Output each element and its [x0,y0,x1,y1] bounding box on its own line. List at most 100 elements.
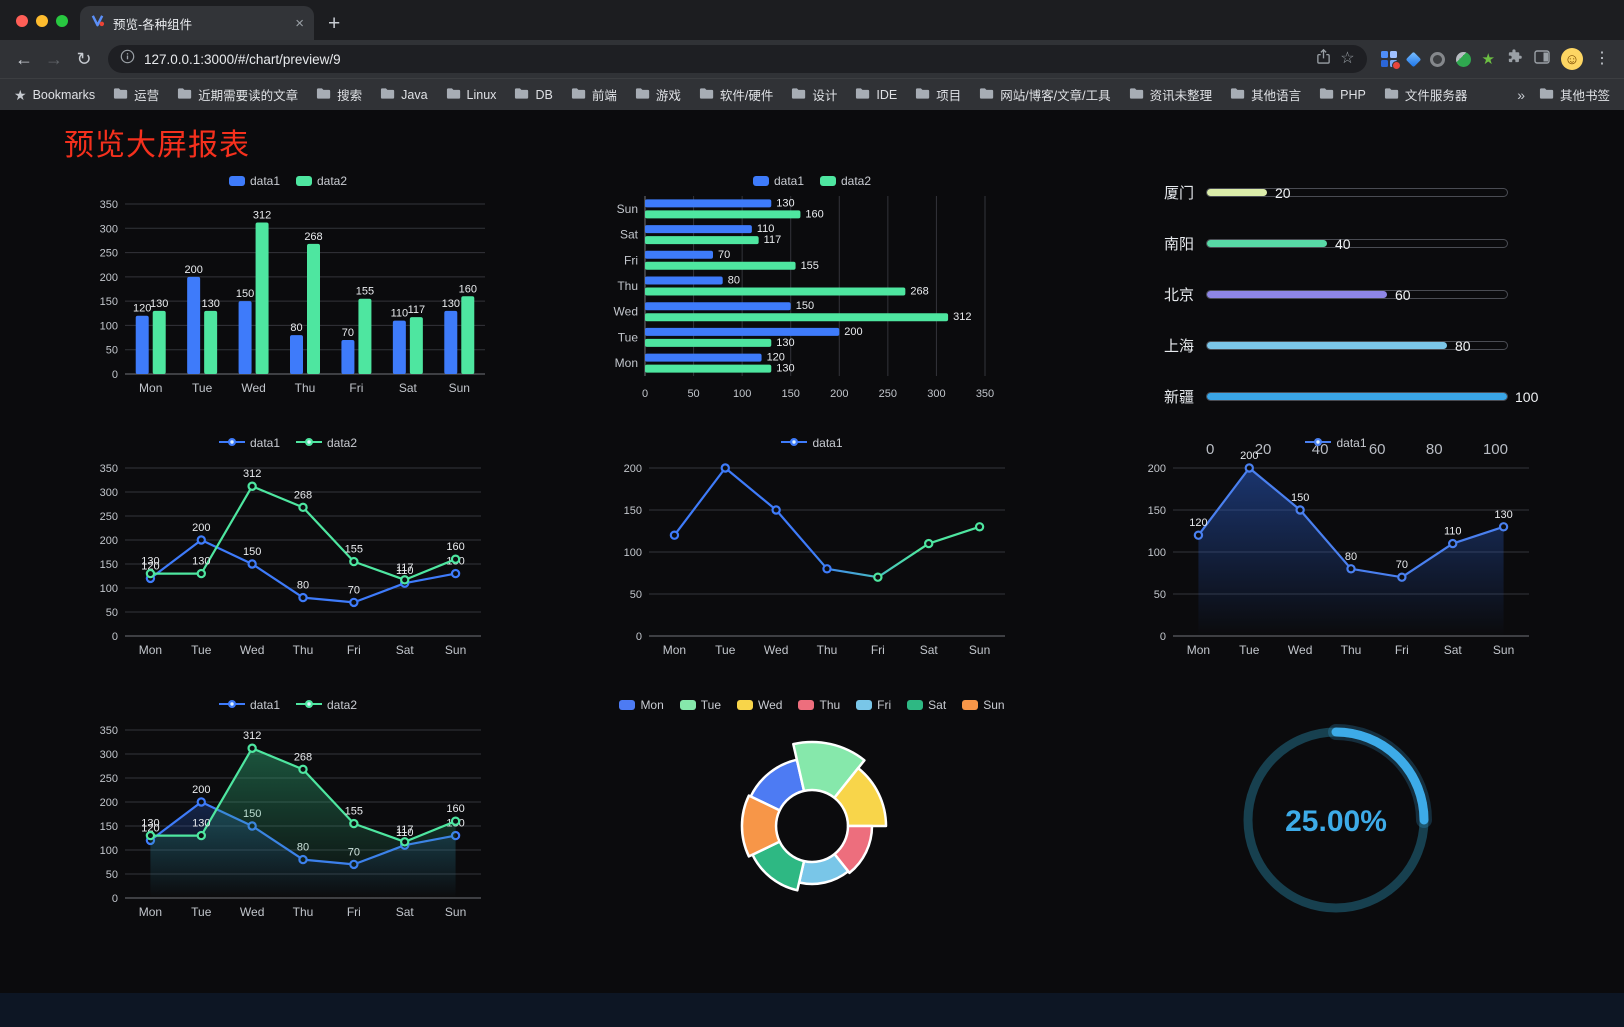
extension-icon-grid[interactable] [1380,51,1401,70]
bookmarks-lead-label: Bookmarks [32,87,96,102]
extension-icon-star[interactable]: ★ [1481,50,1495,68]
svg-text:268: 268 [910,286,928,298]
other-bookmarks-item[interactable]: 其他书签 [1539,85,1610,104]
bookmark-folder-item[interactable]: 游戏 [635,85,681,104]
svg-text:Mon: Mon [663,643,686,657]
bookmark-folder-item[interactable]: 搜索 [316,85,362,104]
svg-text:100: 100 [100,845,118,857]
legend-label: data1 [249,174,280,188]
bookmark-folder-item[interactable]: DB [514,85,553,104]
svg-text:Sat: Sat [920,643,939,657]
svg-text:70: 70 [1396,559,1408,571]
svg-text:300: 300 [100,749,118,761]
legend-item-data2[interactable]: data2 [296,174,347,188]
bookmark-folder-label: 游戏 [655,89,681,103]
bookmark-folder-item[interactable]: 网站/博客/文章/工具 [979,85,1111,104]
extension-icon-ring[interactable] [1429,51,1445,67]
svg-text:200: 200 [830,388,848,400]
folder-icon [446,87,461,103]
window-zoom-button[interactable] [56,15,68,27]
svg-text:300: 300 [100,223,118,235]
back-icon[interactable]: ← [15,48,33,69]
bookmark-folder-item[interactable]: 近期需要读的文章 [177,85,298,104]
side-panel-icon[interactable] [1534,49,1550,69]
profile-avatar[interactable]: ☺ [1561,48,1583,70]
chart-cell-6-line: data1 0 50 100 150 200 Mon Tue Wed Thu Fri Sat Sun 12… [1074,428,1598,690]
bookmark-folder-item[interactable]: Java [380,85,428,104]
legend-item-data1[interactable]: data1 [218,698,280,712]
legend-item-Sun[interactable]: Sun [962,698,1005,712]
legend-item-data2[interactable]: data2 [296,698,357,712]
site-info-icon[interactable] [120,49,135,69]
bookmark-folder-label: 近期需要读的文章 [198,89,299,103]
svg-text:0: 0 [1160,631,1166,643]
bookmark-folder-item[interactable]: 资讯未整理 [1129,85,1212,104]
bookmark-star-icon[interactable]: ☆ [1340,50,1355,67]
bookmark-folder-item[interactable]: 项目 [915,85,961,104]
bookmark-folder-item[interactable]: PHP [1319,85,1366,104]
bookmark-folder-item[interactable]: 其他语言 [1230,85,1301,104]
legend-item-Sat[interactable]: Sat [907,698,946,712]
bookmarks-lead-item[interactable]: ★ Bookmarks [14,88,95,102]
extension-icon-diamond[interactable] [1405,51,1421,67]
browser-tab[interactable]: 预览-各种组件 × [80,6,314,40]
svg-text:130: 130 [201,298,219,310]
bookmark-folder-label: 设计 [812,89,838,103]
menu-kebab-icon[interactable]: ⋮ [1594,50,1610,67]
browser-toolbar: ← → ↻ 127.0.0.1:3000/#/chart/preview/9 ☆ [0,40,1624,78]
svg-text:Tue: Tue [1239,643,1260,657]
legend-item-data1[interactable]: data1 [228,174,280,188]
extension-icon-green-circle[interactable] [1455,51,1471,67]
svg-text:Thu: Thu [817,643,838,657]
svg-text:50: 50 [106,607,118,619]
address-bar[interactable]: 127.0.0.1:3000/#/chart/preview/9 ☆ [108,45,1367,73]
progress-label: 新疆 [1164,389,1195,406]
bookmark-folder-item[interactable]: 设计 [791,85,837,104]
window-minimize-button[interactable] [36,15,48,27]
legend-item-data1[interactable]: data1 [752,174,804,188]
url-text[interactable]: 127.0.0.1:3000/#/chart/preview/9 [144,51,341,67]
progress-axis: 0 20 40 60 80 100 [1206,441,1508,458]
bookmark-folder-item[interactable]: IDE [855,85,897,104]
legend-swatch [856,700,873,710]
extensions-puzzle-icon[interactable] [1506,48,1523,70]
legend-item-Tue[interactable]: Tue [679,698,721,712]
svg-text:200: 200 [192,522,210,534]
window-close-button[interactable] [16,15,28,27]
svg-text:268: 268 [304,231,322,243]
tab-close-icon[interactable]: × [295,14,304,32]
svg-text:268: 268 [294,489,312,501]
legend-item-data1[interactable]: data1 [1305,436,1367,450]
legend-label: data1 [249,698,280,712]
legend-item-Wed[interactable]: Wed [737,698,782,712]
legend-swatch [737,700,754,710]
bookmark-folder-item[interactable]: Linux [446,85,496,104]
new-tab-button[interactable]: + [328,12,341,35]
reload-icon[interactable]: ↻ [76,48,92,69]
legend-label: data2 [317,174,348,188]
bookmark-folder-item[interactable]: 软件/硬件 [699,85,773,104]
legend-item-Thu[interactable]: Thu [798,698,840,712]
svg-text:117: 117 [396,824,414,836]
legend-item-data2[interactable]: data2 [296,436,357,450]
legend-swatch [218,698,245,712]
bookmark-folder-label: 项目 [936,89,962,103]
legend-item-data2[interactable]: data2 [820,174,871,188]
bookmark-folder-item[interactable]: 前端 [571,85,617,104]
svg-text:350: 350 [100,199,118,211]
legend-item-Fri[interactable]: Fri [856,698,891,712]
bookmark-folder-item[interactable]: 文件服务器 [1384,85,1467,104]
folder-icon [915,87,930,103]
chart-legend: data1 data2 [752,174,871,188]
progress-value: 60 [1395,286,1411,303]
legend-item-Mon[interactable]: Mon [619,698,664,712]
bookmarks-overflow-chevron[interactable]: » [1517,86,1525,103]
bookmark-folder-label: 软件/硬件 [719,89,774,103]
legend-item-data1[interactable]: data1 [781,436,843,450]
share-icon[interactable] [1316,48,1331,70]
legend-label: Wed [758,698,783,712]
svg-text:150: 150 [1291,492,1309,504]
bookmark-folder-item[interactable]: 运营 [113,85,159,104]
forward-icon[interactable]: → [45,48,63,69]
legend-item-data1[interactable]: data1 [218,436,280,450]
